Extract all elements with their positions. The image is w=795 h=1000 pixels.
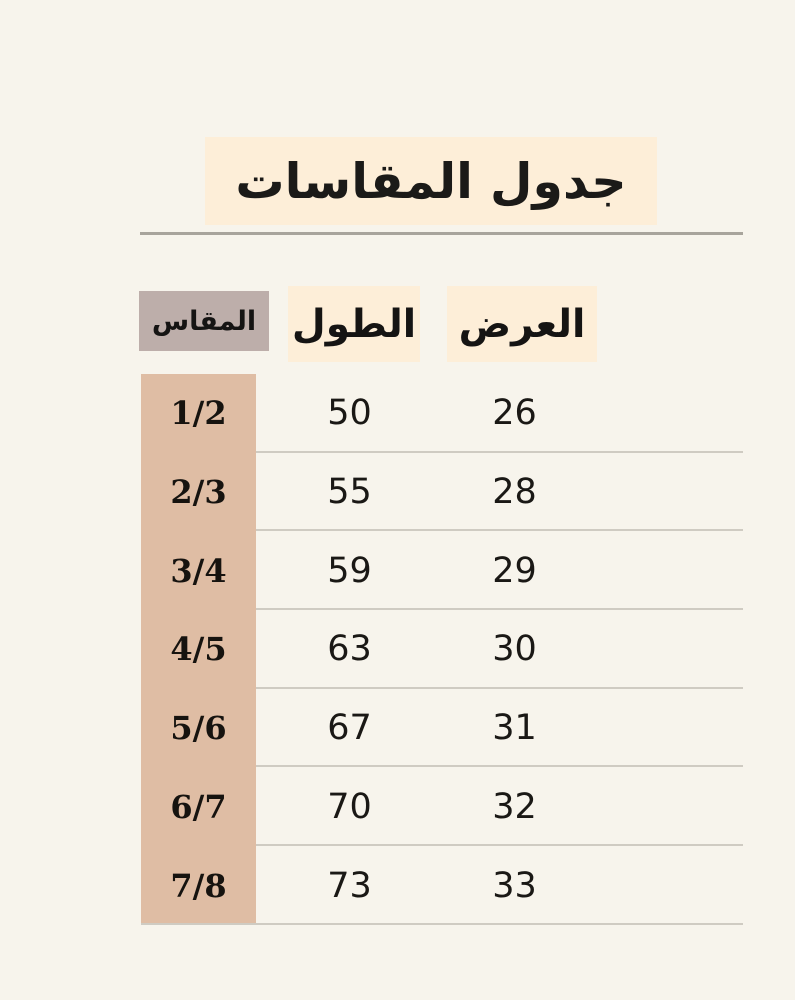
table-row: 1/2 50 26 <box>141 374 743 453</box>
row-separator <box>256 686 743 689</box>
cell-size: 7/8 <box>170 866 227 905</box>
cell-length: 63 <box>327 629 372 670</box>
size-column-background <box>141 374 256 925</box>
page-title: جدول المقاسات <box>235 152 627 210</box>
table-header-width: العرض <box>447 286 597 362</box>
cell-width: 31 <box>492 708 537 749</box>
size-table-body: 1/2 50 26 2/3 55 28 3/4 59 29 4/5 63 30 … <box>141 374 743 925</box>
row-separator <box>256 765 743 768</box>
cell-size: 4/5 <box>170 630 227 669</box>
cell-length: 70 <box>327 786 372 827</box>
table-header-size: المقاس <box>139 291 269 351</box>
cell-size: 3/4 <box>170 551 227 590</box>
cell-length: 50 <box>327 393 372 434</box>
cell-width: 33 <box>492 865 537 906</box>
page-title-banner: جدول المقاسات <box>205 137 657 225</box>
row-separator <box>256 844 743 847</box>
row-separator <box>256 529 743 532</box>
row-separator <box>256 450 743 453</box>
table-row: 6/7 70 32 <box>141 768 743 847</box>
cell-length: 55 <box>327 472 372 513</box>
cell-width: 28 <box>492 472 537 513</box>
table-row: 5/6 67 31 <box>141 689 743 768</box>
table-bottom-border <box>141 922 743 925</box>
table-row: 4/5 63 30 <box>141 610 743 689</box>
cell-width: 30 <box>492 629 537 670</box>
cell-length: 59 <box>327 550 372 591</box>
cell-width: 32 <box>492 786 537 827</box>
cell-width: 26 <box>492 393 537 434</box>
table-header-length: الطول <box>288 286 420 362</box>
cell-size: 5/6 <box>170 709 227 748</box>
cell-length: 73 <box>327 865 372 906</box>
table-row: 2/3 55 28 <box>141 453 743 532</box>
title-divider <box>140 232 743 235</box>
row-separator <box>256 608 743 611</box>
cell-size: 1/2 <box>170 394 227 433</box>
table-row: 3/4 59 29 <box>141 531 743 611</box>
cell-size: 6/7 <box>170 787 227 826</box>
cell-width: 29 <box>492 550 537 591</box>
table-row: 7/8 73 33 <box>141 846 743 925</box>
cell-size: 2/3 <box>170 473 227 512</box>
cell-length: 67 <box>327 708 372 749</box>
